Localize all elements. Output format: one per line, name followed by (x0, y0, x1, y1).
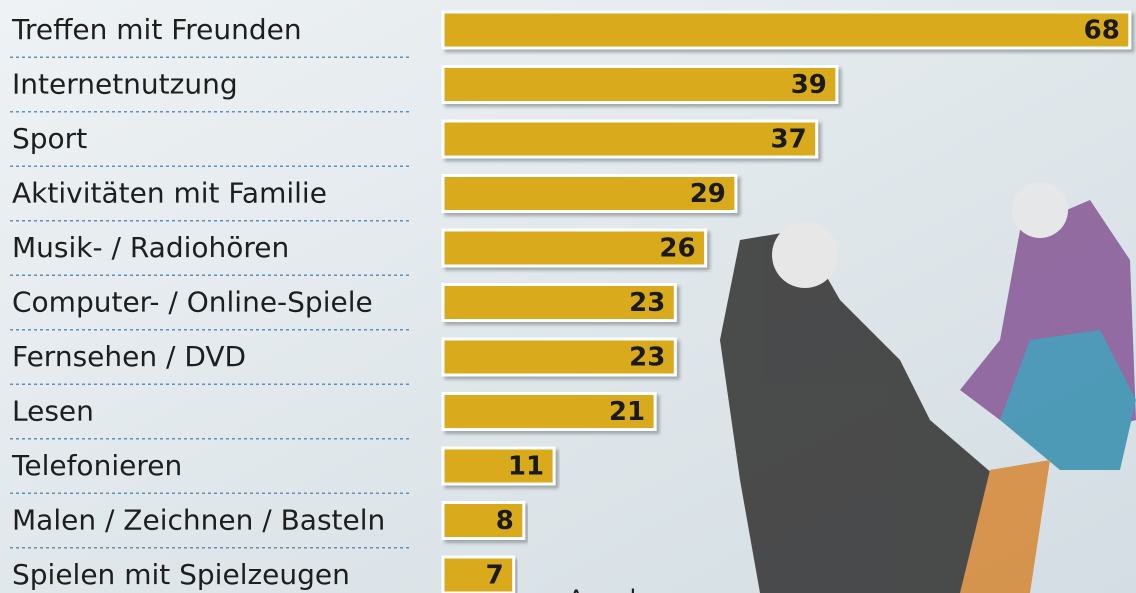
category-label: Spielen mit Spielzeugen (12, 558, 350, 591)
bar (441, 10, 1132, 50)
illustration (720, 182, 1136, 593)
category-label: Aktivitäten mit Familie (12, 177, 327, 210)
category-label: Malen / Zeichnen / Basteln (12, 504, 385, 537)
category-label: Internetnutzung (12, 68, 238, 101)
category-label: Musik- / Radiohören (12, 231, 289, 264)
bar (441, 392, 657, 431)
category-label: Computer- / Online-Spiele (12, 286, 373, 319)
category-label: Treffen mit Freunden (11, 13, 302, 46)
value-label: 7 (486, 561, 504, 591)
bar (441, 119, 819, 159)
bar (441, 501, 526, 540)
value-label: 68 (1084, 16, 1120, 46)
bar (441, 228, 708, 268)
bar (441, 446, 556, 486)
bar (441, 337, 677, 377)
value-label: 11 (508, 452, 544, 482)
value-label: 8 (496, 506, 514, 536)
bar (441, 65, 839, 104)
bar (441, 174, 738, 213)
value-label: 29 (690, 179, 726, 209)
bar (441, 555, 516, 593)
bar (441, 283, 677, 322)
category-label: Telefonieren (11, 449, 182, 482)
note: Angaben (568, 585, 675, 593)
value-label: 39 (791, 70, 827, 100)
value-label: 21 (609, 397, 645, 427)
value-label: 23 (629, 288, 665, 318)
category-label: Sport (12, 122, 87, 155)
value-label: 26 (659, 234, 695, 264)
value-label: 37 (771, 125, 807, 155)
category-label: Lesen (12, 395, 94, 428)
category-label: Fernsehen / DVD (12, 340, 246, 373)
value-label: 23 (629, 343, 665, 373)
